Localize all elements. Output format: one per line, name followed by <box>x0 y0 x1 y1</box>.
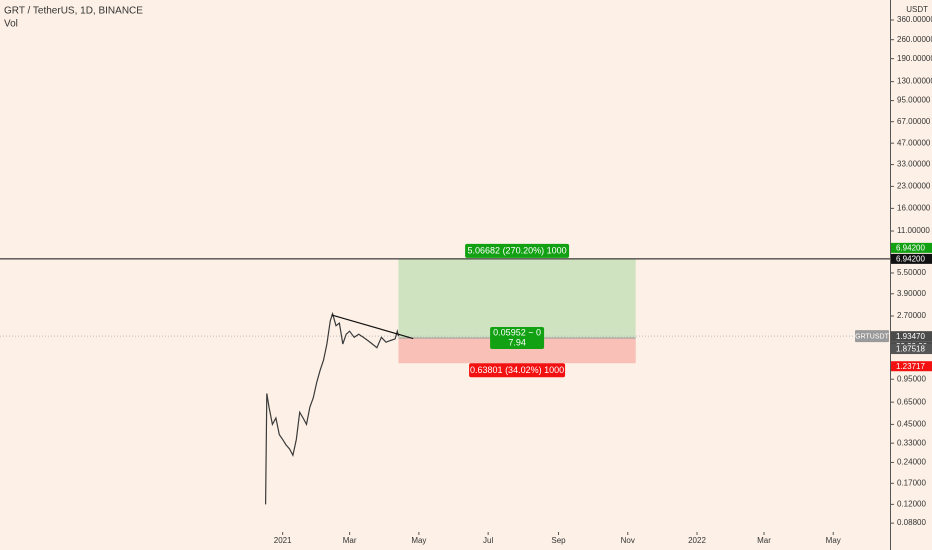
target-label: 5.06682 (270.20%) 1000 <box>468 246 567 256</box>
y-tick-label: 67.00000 <box>897 117 931 126</box>
y-tick-label: 0.17000 <box>897 478 926 487</box>
symbol-box <box>855 330 889 343</box>
target-label-box <box>465 243 570 258</box>
axis-unit: USDT <box>906 5 928 14</box>
y-tick-label: 260.00000 <box>897 35 932 44</box>
line-axis-label: 6.94200 <box>896 254 925 263</box>
x-tick-label: May <box>411 536 426 545</box>
target-axis-label: 6.94200 <box>896 243 925 252</box>
y-tick-label: 0.24000 <box>897 458 926 467</box>
stop-label: 0.63801 (34.02%) 1000 <box>470 365 564 375</box>
trend-line <box>331 314 414 340</box>
price-line <box>265 311 400 505</box>
y-tick-label: 95.00000 <box>897 96 931 105</box>
line-axis-label-box <box>891 253 932 264</box>
x-tick-label: Mar <box>757 536 771 545</box>
x-tick-label: Jul <box>483 536 493 545</box>
target-zone <box>398 258 636 339</box>
x-tick-label: May <box>826 536 841 545</box>
symbol-label: GRTUSDT <box>855 334 889 341</box>
y-tick-label: 0.12000 <box>897 499 926 508</box>
y-tick-label: 33.00000 <box>897 160 931 169</box>
y-tick-label: 3.90000 <box>897 289 926 298</box>
last-price-label-box <box>891 331 932 342</box>
y-tick-label: 11.00000 <box>897 226 930 235</box>
stop-axis-label: 1.23717 <box>896 362 925 371</box>
y-tick-label: 0.45000 <box>897 420 926 429</box>
y-tick-label: 0.08800 <box>897 518 926 527</box>
y-tick-label: 190.00000 <box>897 54 932 63</box>
symbol-title: GRT / TetherUS, 1D, BINANCE <box>4 6 143 17</box>
stop-label-box <box>469 363 566 378</box>
y-tick-label: 130.00000 <box>897 77 932 86</box>
center-label: 7.94 <box>508 337 526 347</box>
x-tick-label: Mar <box>343 536 357 545</box>
entry-axis-label: 1.87518 <box>896 345 925 354</box>
y-tick-label: 0.33000 <box>897 438 926 447</box>
y-tick-label: 360.00000 <box>897 15 932 24</box>
y-tick-label: 5.50000 <box>897 268 926 277</box>
center-label-box <box>490 327 545 350</box>
y-tick-label: 23.00000 <box>897 182 931 191</box>
y-tick-label: 2.70000 <box>897 311 926 320</box>
last-price-label: 1.93470 <box>896 332 925 341</box>
stop-axis-label-box <box>891 361 932 372</box>
y-tick-label: 47.00000 <box>897 138 931 147</box>
y-tick-label: 16.00000 <box>897 203 931 212</box>
y-tick-label: 0.95000 <box>897 374 926 383</box>
entry-axis-label-box <box>891 344 932 355</box>
center-label: 0.05952 ~ 0 <box>493 327 541 337</box>
y-tick-label: 0.65000 <box>897 397 926 406</box>
indicator-label: Vol <box>4 19 18 30</box>
x-tick-label: 2021 <box>274 536 292 545</box>
target-axis-label-box <box>891 242 932 253</box>
x-tick-label: 2022 <box>688 536 706 545</box>
x-tick-label: Sep <box>551 536 566 545</box>
x-tick-label: Nov <box>621 536 635 545</box>
